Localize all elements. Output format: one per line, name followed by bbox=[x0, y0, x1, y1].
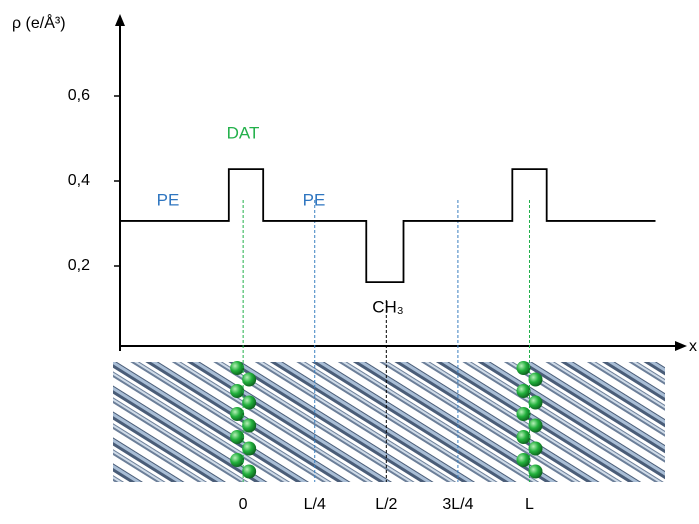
x-tick-label: L/4 bbox=[304, 496, 326, 513]
x-tick-label: L bbox=[525, 496, 534, 513]
y-tick-label: 0,2 bbox=[68, 257, 90, 274]
polymer-illustration bbox=[113, 362, 665, 482]
y-axis-label: ρ (e/Å³) bbox=[12, 13, 66, 32]
dat-atom bbox=[230, 384, 245, 398]
density-line bbox=[120, 168, 656, 284]
annotation: PE bbox=[157, 190, 180, 209]
dat-atom bbox=[230, 361, 245, 375]
dat-atom bbox=[528, 372, 543, 387]
dat-atom bbox=[528, 464, 543, 479]
dat-chains bbox=[230, 361, 543, 479]
y-axis-arrow bbox=[115, 14, 125, 26]
dat-atom bbox=[516, 407, 531, 421]
dat-atom bbox=[516, 453, 531, 467]
x-axis-label: x bbox=[689, 338, 697, 355]
annotation: PE bbox=[303, 190, 326, 209]
dat-atom bbox=[230, 430, 245, 444]
annotation: CH₃ bbox=[372, 297, 403, 316]
dat-atom bbox=[242, 464, 257, 479]
dat-atom bbox=[242, 418, 257, 433]
dat-atom bbox=[528, 441, 543, 456]
dat-atom bbox=[516, 384, 531, 398]
dat-atom bbox=[528, 418, 543, 433]
y-tick-label: 0,4 bbox=[68, 172, 90, 189]
dat-atom bbox=[230, 453, 245, 467]
y-tick-label: 0,6 bbox=[68, 87, 90, 104]
x-tick-label: 0 bbox=[239, 496, 248, 513]
dat-atom bbox=[242, 372, 257, 387]
dat-atom bbox=[242, 441, 257, 456]
dat-atom bbox=[242, 395, 257, 410]
annotation: DAT bbox=[227, 123, 260, 142]
x-tick-label: L/2 bbox=[375, 496, 397, 513]
x-tick-label: 3L/4 bbox=[442, 496, 473, 513]
dat-atom bbox=[516, 430, 531, 444]
x-axis-arrow bbox=[675, 341, 687, 351]
dat-atom bbox=[516, 361, 531, 375]
dat-atom bbox=[230, 407, 245, 421]
dat-atom bbox=[528, 395, 543, 410]
